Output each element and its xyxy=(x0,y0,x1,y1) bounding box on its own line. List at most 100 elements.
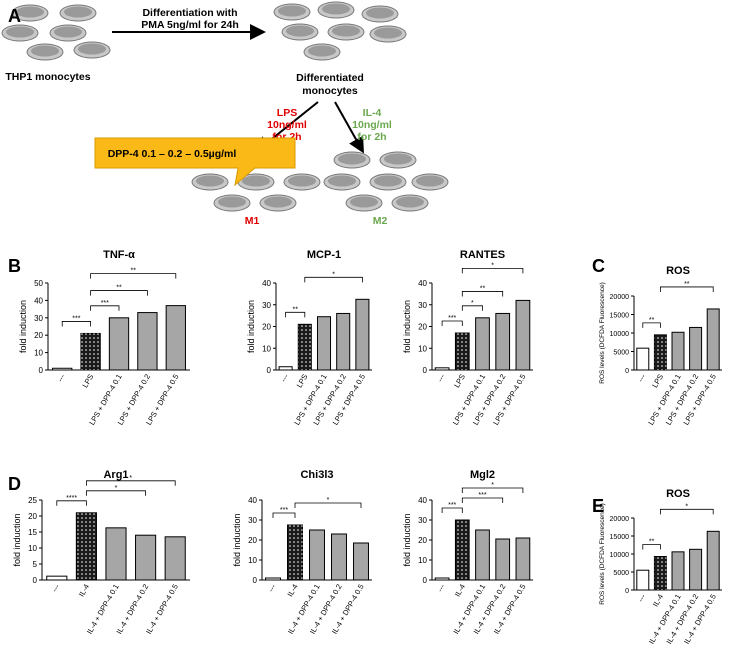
significance-label: * xyxy=(471,300,474,307)
bar xyxy=(46,575,68,581)
y-tick-label: 5000 xyxy=(613,350,629,357)
bar-pattern xyxy=(455,520,470,580)
bar xyxy=(309,529,325,581)
y-tick-label: 30 xyxy=(262,301,271,310)
y-tick-label: 0 xyxy=(253,576,258,585)
callout xyxy=(94,137,296,187)
significance-bracket xyxy=(56,500,87,506)
bar xyxy=(336,312,351,371)
cell-label: Differentiated xyxy=(296,72,364,84)
x-tick-label: --- xyxy=(636,592,648,603)
significance-bracket xyxy=(294,502,362,508)
significance-label: *** xyxy=(101,300,109,307)
y-axis-label: fold induction xyxy=(12,513,22,566)
il4-text: for 2h xyxy=(357,131,386,143)
dish-inner xyxy=(374,27,402,39)
y-axis-label: ROS levels (DCFDA Fluorescence) xyxy=(599,282,606,384)
y-tick-label: 15000 xyxy=(610,313,630,320)
dish-inner xyxy=(196,175,224,187)
y-tick-label: 20 xyxy=(28,512,37,521)
bar xyxy=(137,312,158,371)
chart-title: ROS xyxy=(666,488,690,500)
il4-text: 10ng/ml xyxy=(352,119,392,131)
y-tick-label: 25 xyxy=(28,496,37,505)
x-tick-label: --- xyxy=(50,582,62,593)
bar xyxy=(353,542,369,581)
significance-label: *** xyxy=(448,315,456,322)
bar xyxy=(434,577,450,581)
step-label: Differentiation with xyxy=(142,7,237,19)
y-tick-label: 20000 xyxy=(610,294,630,301)
y-tick-label: 0 xyxy=(423,366,428,375)
bar xyxy=(689,326,703,371)
panel-label: E xyxy=(592,496,604,516)
dish-inner xyxy=(16,6,44,18)
bar xyxy=(671,551,685,591)
bar xyxy=(515,299,531,371)
cell-label: monocytes xyxy=(302,85,358,97)
significance-label: *** xyxy=(72,315,80,322)
dish-inner xyxy=(332,25,360,37)
dish-inner xyxy=(64,6,92,18)
y-tick-label: 10 xyxy=(418,344,427,353)
arrow xyxy=(334,101,364,154)
bar xyxy=(475,317,490,371)
significance-label: ** xyxy=(130,268,136,275)
dish-inner xyxy=(374,175,402,187)
il4-text: IL-4 xyxy=(363,107,382,119)
y-tick-label: 5000 xyxy=(613,570,629,577)
significance-bracket xyxy=(461,487,524,493)
step-label: PMA 5ng/ml for 24h xyxy=(141,19,239,31)
y-tick-label: 40 xyxy=(418,496,427,505)
bar xyxy=(265,577,281,581)
significance-bracket xyxy=(90,273,177,279)
bar xyxy=(515,537,531,581)
y-tick-label: 20 xyxy=(418,536,427,545)
significance-bracket xyxy=(461,291,504,297)
bar xyxy=(495,538,511,581)
callout-text: DPP-4 0.1 – 0.2 – 0.5µg/ml xyxy=(108,148,237,160)
chart-title: Chi3l3 xyxy=(300,469,333,481)
bar xyxy=(316,316,332,371)
bar xyxy=(636,569,650,591)
significance-bracket xyxy=(86,480,176,486)
chart-title: Arg1 xyxy=(103,469,128,481)
y-tick-label: 10000 xyxy=(610,331,630,338)
chart-title: RANTES xyxy=(460,249,505,261)
significance-bracket xyxy=(86,490,146,496)
dish-inner xyxy=(384,153,412,165)
significance-label: * xyxy=(332,271,335,278)
y-axis-label: fold induction xyxy=(232,513,242,566)
bar xyxy=(105,527,127,581)
y-tick-label: 40 xyxy=(34,296,43,305)
y-tick-label: 0 xyxy=(423,576,428,585)
significance-label: * xyxy=(491,262,494,269)
y-tick-label: 10 xyxy=(262,344,271,353)
y-axis-label: fold induction xyxy=(246,300,256,353)
significance-label: * xyxy=(685,503,688,510)
cell-label: THP1 monocytes xyxy=(5,71,90,83)
bar xyxy=(355,298,370,371)
y-tick-label: 0 xyxy=(267,366,272,375)
panel-label: B xyxy=(8,256,21,276)
y-tick-label: 30 xyxy=(418,301,427,310)
y-tick-label: 15 xyxy=(28,528,37,537)
significance-label: ** xyxy=(684,281,690,288)
bar xyxy=(706,308,720,371)
dish-inner xyxy=(308,45,336,57)
x-tick-label: IL-4 xyxy=(77,583,91,599)
bar xyxy=(108,317,130,371)
significance-label: *** xyxy=(280,507,288,514)
dish-inner xyxy=(288,175,316,187)
panel-label: C xyxy=(592,256,605,276)
y-tick-label: 15000 xyxy=(610,534,630,541)
y-tick-label: 40 xyxy=(248,496,257,505)
bar xyxy=(636,347,650,371)
y-tick-label: 20 xyxy=(262,323,271,332)
x-tick-label: --- xyxy=(435,372,447,383)
x-tick-label: --- xyxy=(636,372,648,383)
significance-bracket xyxy=(461,497,504,503)
